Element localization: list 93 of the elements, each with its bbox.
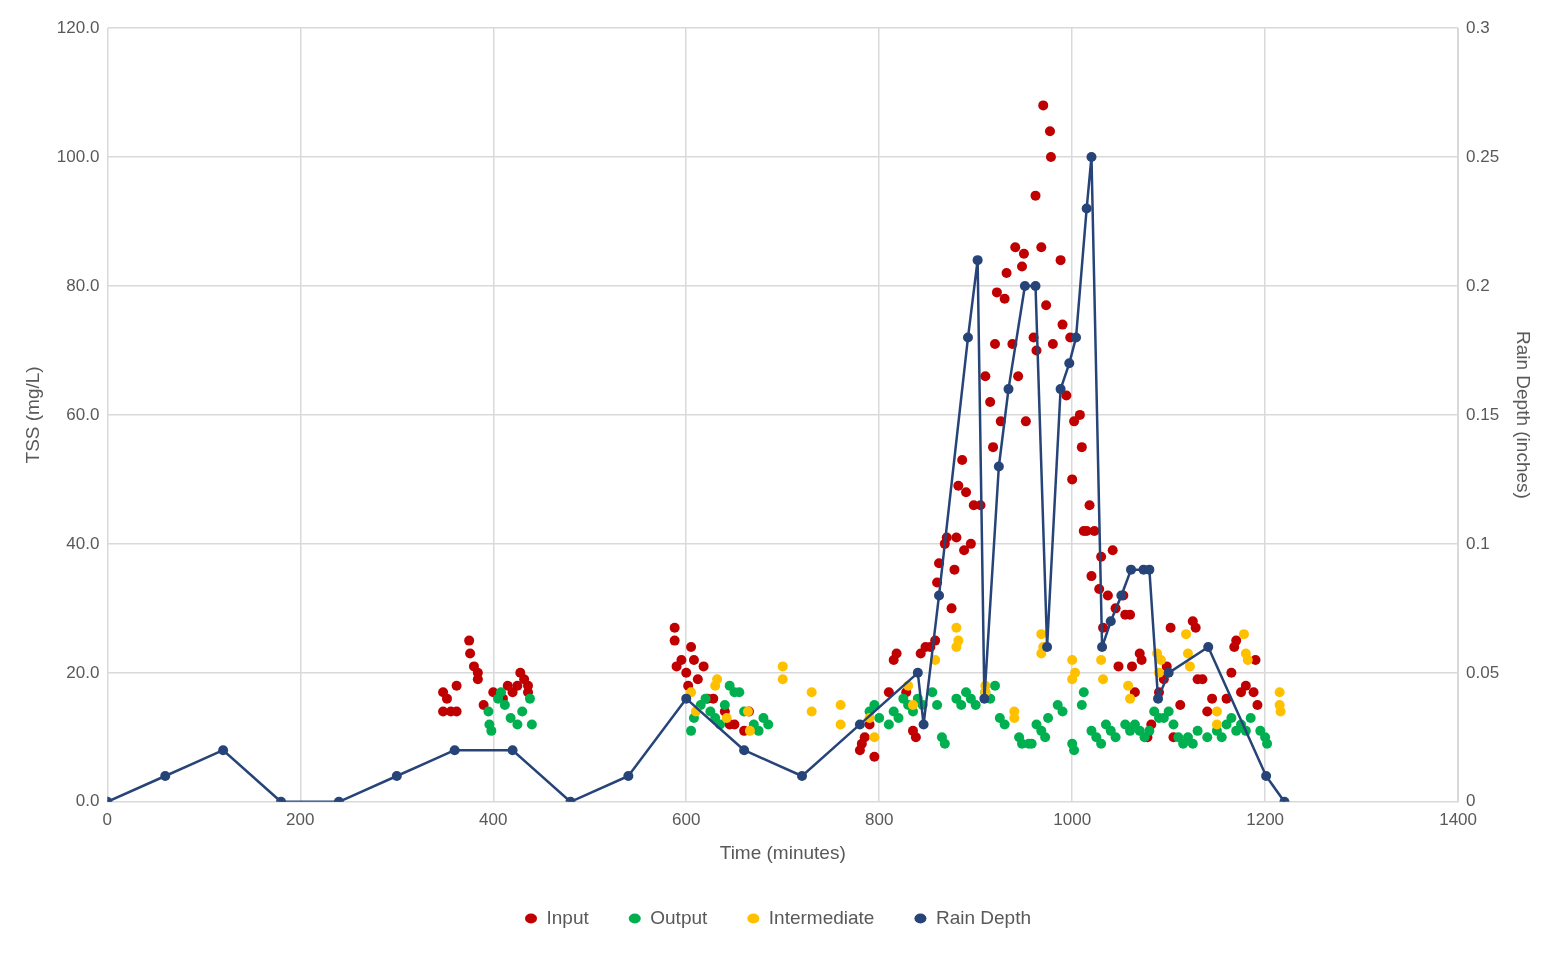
y-tick-label: 100.0 bbox=[56, 146, 100, 166]
legend-label: Intermediate bbox=[768, 906, 875, 928]
legend-label: Rain Depth bbox=[935, 906, 1031, 928]
point bbox=[1071, 332, 1082, 343]
point bbox=[962, 332, 973, 343]
y2-axis-title: Rain Depth (inches) bbox=[1513, 330, 1535, 499]
point bbox=[1067, 654, 1078, 665]
x-tick-label: 1200 bbox=[1246, 809, 1285, 829]
point bbox=[1042, 642, 1053, 653]
point bbox=[1081, 203, 1092, 214]
point bbox=[1123, 680, 1134, 691]
point bbox=[1155, 654, 1166, 665]
legend-label: Output bbox=[650, 906, 709, 928]
x-tick-label: 800 bbox=[865, 809, 894, 829]
point bbox=[160, 771, 171, 782]
y2-tick-label: 0.2 bbox=[1466, 275, 1490, 295]
point bbox=[1126, 564, 1137, 575]
point bbox=[1105, 616, 1116, 627]
point bbox=[681, 693, 692, 704]
point bbox=[912, 667, 923, 678]
point bbox=[854, 719, 865, 730]
point bbox=[1086, 151, 1097, 162]
point bbox=[1163, 667, 1174, 678]
y-tick-label: 20.0 bbox=[66, 662, 100, 682]
x-tick-label: 0 bbox=[102, 809, 113, 829]
y-tick-label: 0.0 bbox=[75, 791, 100, 811]
point bbox=[1181, 629, 1192, 640]
point bbox=[1019, 280, 1030, 291]
point bbox=[972, 255, 983, 266]
point bbox=[951, 622, 962, 633]
point bbox=[777, 674, 788, 685]
x-tick-label: 200 bbox=[286, 809, 315, 829]
point bbox=[623, 771, 634, 782]
x-tick-label: 400 bbox=[479, 809, 508, 829]
point bbox=[1098, 674, 1109, 685]
point bbox=[934, 590, 945, 601]
point bbox=[391, 771, 402, 782]
point bbox=[1261, 771, 1272, 782]
x-tick-label: 600 bbox=[672, 809, 701, 829]
point bbox=[1125, 693, 1136, 704]
y-tick-label: 120.0 bbox=[56, 17, 100, 37]
point bbox=[835, 700, 846, 711]
legend-label: Input bbox=[546, 906, 590, 928]
y-tick-label: 80.0 bbox=[66, 275, 100, 295]
point bbox=[744, 725, 755, 736]
y2-tick-label: 0.1 bbox=[1466, 533, 1490, 553]
y-tick-label: 60.0 bbox=[66, 404, 100, 424]
point bbox=[806, 706, 817, 717]
point bbox=[777, 661, 788, 672]
point bbox=[1203, 642, 1214, 653]
y2-tick-label: 0.05 bbox=[1466, 662, 1500, 682]
point bbox=[1242, 654, 1253, 665]
point bbox=[1055, 384, 1066, 395]
point bbox=[1064, 358, 1075, 369]
point bbox=[507, 745, 518, 756]
point bbox=[1274, 687, 1285, 698]
point bbox=[1003, 384, 1014, 395]
point bbox=[918, 719, 929, 730]
point bbox=[1184, 661, 1195, 672]
point bbox=[686, 687, 697, 698]
point bbox=[1030, 280, 1041, 291]
y-axis-title: TSS (mg/L) bbox=[21, 366, 43, 464]
point bbox=[449, 745, 460, 756]
point bbox=[1211, 706, 1222, 717]
x-axis-title: Time (minutes) bbox=[719, 841, 846, 863]
point bbox=[1275, 706, 1286, 717]
point bbox=[1070, 667, 1081, 678]
point bbox=[979, 693, 990, 704]
y2-tick-label: 0.3 bbox=[1466, 17, 1490, 37]
point bbox=[806, 687, 817, 698]
point bbox=[1211, 719, 1222, 730]
point bbox=[712, 674, 723, 685]
y2-tick-label: 0.15 bbox=[1466, 404, 1500, 424]
point bbox=[869, 732, 880, 743]
point bbox=[1153, 693, 1164, 704]
point bbox=[993, 461, 1004, 472]
point bbox=[797, 771, 808, 782]
y2-tick-label: 0 bbox=[1466, 791, 1476, 811]
point bbox=[739, 745, 750, 756]
point bbox=[835, 719, 846, 730]
point bbox=[953, 635, 964, 646]
x-tick-label: 1000 bbox=[1053, 809, 1092, 829]
y-tick-label: 40.0 bbox=[66, 533, 100, 553]
point bbox=[218, 745, 229, 756]
point bbox=[721, 712, 732, 723]
point bbox=[1097, 642, 1108, 653]
point bbox=[1238, 629, 1249, 640]
point bbox=[1096, 654, 1107, 665]
x-tick-label: 1400 bbox=[1439, 809, 1478, 829]
y2-tick-label: 0.25 bbox=[1466, 146, 1500, 166]
point bbox=[1036, 629, 1047, 640]
point bbox=[1182, 648, 1193, 659]
point bbox=[907, 700, 918, 711]
